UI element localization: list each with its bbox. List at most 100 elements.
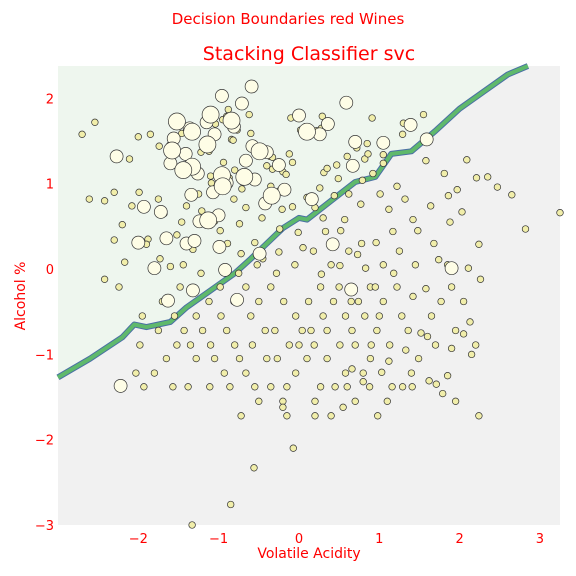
data-point: [354, 297, 363, 306]
data-point: [244, 79, 259, 94]
data-point: [316, 383, 325, 391]
data-point: [279, 397, 287, 405]
data-point: [192, 354, 200, 363]
y-tick-label: 2: [46, 92, 54, 107]
data-point: [411, 261, 420, 269]
data-point: [271, 326, 279, 335]
data-point: [235, 354, 244, 363]
data-point: [283, 383, 291, 391]
data-point: [267, 383, 275, 391]
data-point: [348, 135, 363, 149]
data-point: [365, 383, 374, 391]
data-point: [276, 225, 284, 233]
data-point: [435, 256, 443, 264]
data-point: [447, 344, 456, 353]
data-point: [115, 283, 123, 291]
y-tick-label: 1: [46, 178, 54, 193]
data-point: [261, 326, 269, 335]
data-point: [159, 231, 174, 246]
data-point: [173, 341, 181, 349]
data-point: [333, 161, 341, 169]
data-point: [251, 383, 259, 391]
y-tick-label: −1: [35, 348, 54, 363]
data-point: [298, 122, 316, 141]
data-point: [409, 215, 417, 224]
x-axis-label: Volatile Acidity: [257, 546, 360, 562]
data-point: [162, 354, 171, 363]
data-point: [345, 190, 353, 198]
x-tick-label: 1: [375, 532, 383, 547]
data-point: [398, 312, 406, 320]
data-point: [155, 142, 163, 150]
data-point: [231, 341, 239, 349]
data-point: [285, 341, 293, 349]
data-point: [280, 297, 288, 306]
data-point: [292, 369, 300, 377]
y-axis-label: Alcohol %: [13, 262, 29, 331]
data-point: [431, 341, 440, 349]
data-point: [258, 214, 266, 222]
data-point: [422, 157, 430, 165]
data-point: [184, 187, 199, 202]
data-point: [250, 142, 269, 161]
data-point: [345, 158, 360, 173]
data-point: [414, 354, 423, 363]
x-tick-label: −1: [209, 532, 228, 547]
data-point: [422, 285, 430, 293]
data-point: [446, 218, 454, 226]
data-point: [179, 261, 187, 269]
data-point: [248, 341, 257, 349]
data-point: [484, 173, 492, 181]
data-point: [138, 312, 146, 320]
data-point: [212, 240, 227, 254]
data-point: [464, 264, 473, 272]
data-point: [176, 283, 184, 291]
data-point: [289, 444, 297, 452]
scatter-points: [78, 79, 564, 529]
data-point: [444, 261, 459, 276]
data-point: [447, 283, 456, 291]
data-point: [348, 326, 356, 335]
data-point: [376, 190, 384, 198]
data-point: [230, 195, 238, 203]
data-point: [166, 262, 175, 271]
data-point: [263, 162, 271, 170]
data-point: [341, 369, 350, 377]
data-point: [170, 312, 179, 320]
data-point: [239, 153, 253, 168]
data-point: [330, 192, 338, 200]
data-point: [198, 326, 207, 335]
data-point: [390, 269, 398, 277]
data-point: [206, 172, 215, 180]
data-point: [250, 464, 258, 472]
data-point: [371, 283, 379, 291]
data-point: [150, 369, 159, 377]
data-point: [220, 369, 228, 377]
data-point: [395, 247, 404, 255]
data-point: [366, 354, 375, 363]
data-point: [304, 192, 319, 206]
data-point: [235, 168, 254, 186]
data-point: [343, 152, 351, 161]
data-point: [183, 122, 201, 141]
data-point: [218, 263, 232, 277]
data-point: [475, 412, 483, 420]
data-point: [199, 211, 218, 230]
data-point: [351, 341, 359, 349]
data-point: [223, 326, 231, 335]
data-point: [282, 170, 290, 179]
data-point: [226, 383, 234, 391]
data-point: [476, 275, 485, 283]
data-point: [262, 186, 281, 205]
y-tick-label: 0: [46, 263, 54, 278]
data-point: [316, 184, 324, 192]
data-point: [376, 135, 391, 150]
data-point: [459, 330, 468, 338]
data-point: [427, 312, 436, 320]
data-point: [235, 96, 249, 111]
data-point: [347, 297, 355, 306]
y-tick-label: −2: [35, 434, 54, 449]
data-point: [288, 158, 297, 167]
data-point: [373, 326, 381, 335]
data-point: [367, 341, 375, 349]
